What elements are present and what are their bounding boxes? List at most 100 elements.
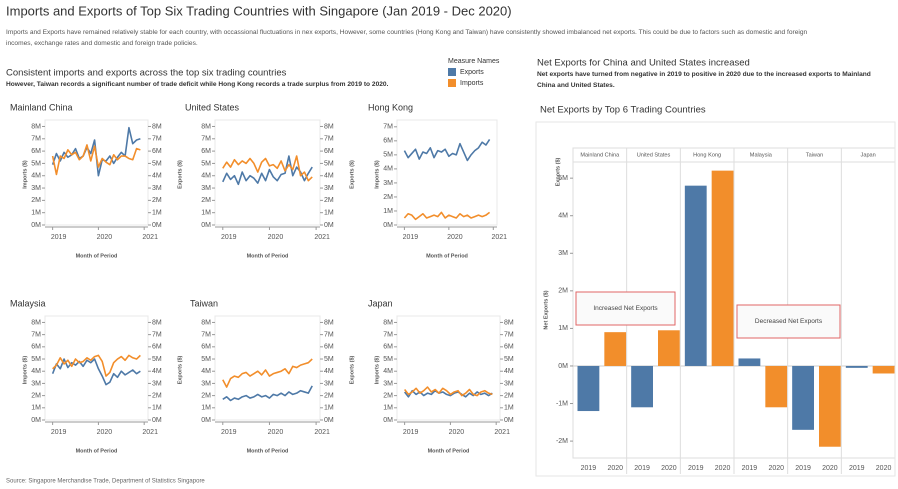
y2-axis-title: Exports ($) [177, 160, 183, 189]
annotation-box [736, 304, 841, 339]
y2-tick-label: 2M [152, 197, 162, 204]
y2-tick-label: 7M [324, 331, 334, 338]
y-axis-note: Exports ($) [555, 157, 561, 186]
x-tick-label: 2019 [51, 234, 67, 241]
y2-tick-label: 7M [152, 331, 162, 338]
line-series [51, 144, 141, 176]
category-label: Japan [861, 152, 876, 158]
y-tick-label: 0M [201, 417, 211, 424]
x-tick-label: 2021 [142, 234, 158, 241]
y-tick-label: 3M [201, 185, 211, 192]
y-tick-label: 8M [201, 123, 211, 130]
y-axis-title: Imports ($) [22, 160, 28, 189]
y2-tick-label: 5M [504, 356, 514, 363]
y2-tick-label: 2M [504, 392, 514, 399]
y-tick-label: 5M [31, 356, 41, 363]
year-label: 2019 [634, 465, 650, 472]
bar [658, 330, 680, 366]
y-tick-label: 3M [31, 380, 41, 387]
y2-tick-label: 4M [152, 173, 162, 180]
legend-swatch [448, 79, 456, 87]
y2-tick-label: 6M [324, 344, 334, 351]
legend-title: Measure Names [448, 58, 500, 65]
x-axis-title: Month of Period [76, 448, 118, 454]
bar [845, 365, 868, 368]
y-tick-label: 3M [31, 185, 41, 192]
right-heading: Net Exports for China and United States … [537, 58, 750, 69]
y2-tick-label: 0M [324, 222, 334, 229]
bar [819, 365, 841, 447]
chart-title: Mainland China [10, 102, 73, 112]
x-tick-label: 2019 [221, 429, 237, 436]
chart-title: Net Exports by Top 6 Trading Countries [540, 105, 706, 116]
y-tick-label: 4M [201, 173, 211, 180]
plot-frame [44, 315, 149, 421]
y-axis-title: Imports ($) [374, 356, 380, 385]
bar [631, 365, 653, 408]
x-tick-label: 2020 [449, 429, 465, 436]
y-tick-label: 7M [201, 331, 211, 338]
year-label: 2020 [822, 465, 838, 472]
y-tick-label: 2M [558, 288, 568, 295]
bar [684, 185, 707, 366]
year-label: 2020 [661, 465, 677, 472]
line-series [222, 358, 313, 388]
category-label: United States [637, 152, 671, 158]
y-tick-label: 5M [201, 160, 211, 167]
x-tick-label: 2021 [142, 429, 158, 436]
year-label: 2019 [795, 465, 811, 472]
y-axis-title: Imports ($) [22, 356, 28, 385]
y-tick-label: 2M [31, 392, 41, 399]
y2-tick-label: 3M [324, 380, 334, 387]
x-axis-title: Month of Period [426, 253, 468, 259]
legend-swatch [448, 68, 456, 76]
y-tick-label: 4M [201, 368, 211, 375]
y-tick-label: 5M [201, 356, 211, 363]
x-tick-label: 2020 [268, 429, 284, 436]
x-tick-label: 2020 [97, 234, 113, 241]
y2-tick-label: 2M [152, 392, 162, 399]
line-series [403, 386, 493, 397]
y2-tick-label: 6M [152, 148, 162, 155]
x-axis-title: Month of Period [247, 253, 289, 259]
right-subheading-line: Net exports have turned from negative in… [537, 71, 871, 78]
y2-tick-label: 8M [324, 319, 334, 326]
y-tick-label: 1M [31, 210, 41, 217]
bar [872, 365, 895, 374]
y-tick-label: 8M [31, 123, 41, 130]
bar [738, 358, 761, 366]
y2-axis-title: Exports ($) [177, 355, 183, 384]
y-tick-label: 0M [558, 363, 568, 370]
year-label: 2020 [715, 465, 731, 472]
y2-tick-label: 3M [504, 380, 514, 387]
category-label: Hong Kong [693, 152, 721, 158]
y2-tick-label: 2M [324, 392, 334, 399]
bar [711, 170, 734, 366]
y2-tick-label: 4M [152, 368, 162, 375]
y-tick-label: 5M [558, 175, 568, 182]
dashboard-title: Imports and Exports of Top Six Trading C… [6, 3, 512, 18]
y2-tick-label: 4M [324, 173, 334, 180]
annotation-text: Decreased Net Exports [755, 318, 823, 325]
y-tick-label: 4M [383, 166, 393, 173]
line-series [51, 358, 141, 386]
y-tick-label: -1M [556, 400, 568, 407]
legend-label: Exports [460, 69, 484, 76]
year-label: 2019 [581, 465, 597, 472]
line-series [403, 211, 491, 221]
y-tick-label: 6M [31, 344, 41, 351]
bar [577, 365, 600, 412]
annotation-box [575, 291, 676, 326]
line-series [222, 155, 313, 182]
y2-tick-label: 2M [324, 197, 334, 204]
panel-frame [535, 121, 896, 477]
y2-tick-label: 3M [152, 380, 162, 387]
y2-tick-label: 1M [324, 210, 334, 217]
y-axis-title: Net Exports ($) [543, 290, 549, 329]
y2-tick-label: 7M [504, 331, 514, 338]
plot-frame [396, 315, 501, 421]
x-tick-label: 2021 [492, 234, 508, 241]
y2-tick-label: 7M [324, 136, 334, 143]
y2-axis-title: Exports ($) [349, 355, 355, 384]
